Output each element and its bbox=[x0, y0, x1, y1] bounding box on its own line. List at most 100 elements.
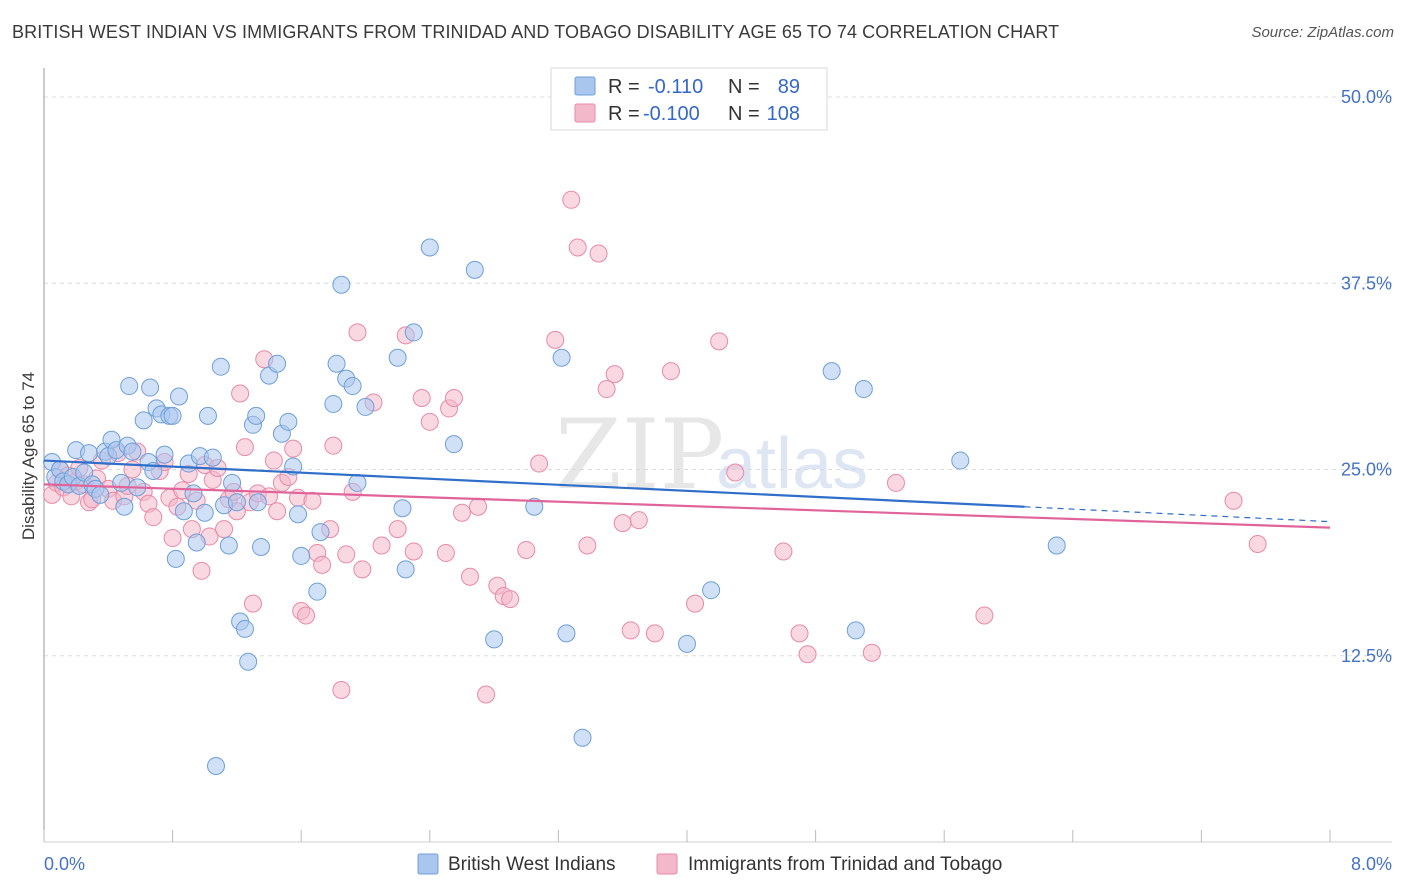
pink-point-94 bbox=[629, 511, 648, 530]
y-tick-label-1: 25.0% bbox=[1341, 460, 1392, 480]
pink-point-58 bbox=[313, 555, 332, 574]
blue-point-68 bbox=[343, 377, 362, 396]
blue-point-52 bbox=[247, 406, 266, 425]
blue-point-31 bbox=[163, 406, 182, 425]
watermark-atlas: atlas bbox=[716, 424, 868, 504]
pink-point-68 bbox=[388, 520, 407, 539]
blue-point-75 bbox=[420, 238, 439, 257]
pink-point-107 bbox=[1248, 535, 1267, 553]
blue-point-25 bbox=[141, 378, 160, 397]
pink-point-92 bbox=[613, 514, 632, 533]
pink-point-42 bbox=[235, 438, 254, 457]
pink-point-71 bbox=[412, 388, 431, 407]
blue-point-9 bbox=[80, 444, 99, 463]
blue-point-61 bbox=[292, 546, 311, 565]
blue-point-89 bbox=[1047, 536, 1066, 555]
pink-point-26 bbox=[163, 529, 182, 548]
legend-blue-swatch bbox=[574, 76, 596, 96]
blue-point-32 bbox=[166, 549, 185, 568]
blue-point-62 bbox=[308, 582, 327, 601]
blue-point-70 bbox=[356, 397, 375, 416]
bottom-legend-blue-label: British West Indians bbox=[448, 854, 616, 875]
y-tick-labels: 12.5% 25.0% 37.5% 50.0% bbox=[1341, 87, 1392, 666]
blue-point-36 bbox=[184, 484, 203, 503]
legend-pink-r-label: R = bbox=[608, 103, 640, 125]
legend-blue-r-label: R = bbox=[608, 76, 640, 98]
blue-point-18 bbox=[115, 497, 134, 516]
pink-point-96 bbox=[661, 362, 680, 381]
blue-point-60 bbox=[288, 505, 307, 524]
pink-point-104 bbox=[886, 473, 905, 492]
correlation-legend: R = -0.110 N = 89 R = -0.100 N = 108 bbox=[550, 67, 828, 131]
pink-point-84 bbox=[530, 454, 549, 473]
blue-point-76 bbox=[444, 435, 463, 454]
y-tick-label-2: 37.5% bbox=[1341, 273, 1392, 293]
pink-point-41 bbox=[231, 384, 250, 403]
pink-point-72 bbox=[420, 412, 439, 431]
pink-point-22 bbox=[144, 508, 163, 527]
watermark-zip: ZIP bbox=[555, 399, 724, 511]
pink-point-32 bbox=[192, 561, 211, 580]
blue-point-29 bbox=[155, 445, 174, 464]
blue-point-40 bbox=[198, 406, 217, 425]
pink-point-106 bbox=[1224, 491, 1243, 510]
blue-point-66 bbox=[332, 275, 351, 294]
blue-point-46 bbox=[223, 473, 242, 492]
blue-point-72 bbox=[393, 499, 412, 518]
pink-point-95 bbox=[645, 624, 664, 643]
pink-point-86 bbox=[562, 190, 581, 209]
blue-point-49 bbox=[235, 619, 254, 638]
pink-point-100 bbox=[774, 542, 793, 561]
blue-point-42 bbox=[207, 757, 226, 776]
blue-point-69 bbox=[348, 473, 367, 492]
legend-pink-r-value: -0.100 bbox=[643, 103, 700, 125]
blue-point-86 bbox=[846, 621, 865, 640]
bottom-legend-pink-swatch bbox=[656, 853, 678, 875]
pink-point-93 bbox=[621, 621, 640, 640]
blue-point-78 bbox=[485, 630, 504, 649]
blue-point-59 bbox=[284, 457, 303, 476]
pink-point-65 bbox=[353, 560, 372, 579]
axes bbox=[43, 68, 1392, 843]
blue-point-39 bbox=[195, 503, 214, 522]
pink-point-87 bbox=[568, 238, 587, 257]
pink-point-44 bbox=[243, 594, 262, 613]
x-tick-min: 0.0% bbox=[44, 854, 85, 874]
blue-point-53 bbox=[248, 493, 267, 512]
pink-point-78 bbox=[469, 497, 488, 516]
blue-point-17 bbox=[112, 473, 131, 492]
blue-point-80 bbox=[552, 348, 571, 367]
blue-point-65 bbox=[327, 354, 346, 373]
pink-point-85 bbox=[546, 330, 565, 349]
blue-point-87 bbox=[854, 380, 873, 399]
blue-point-84 bbox=[702, 581, 721, 600]
pink-point-64 bbox=[348, 323, 367, 342]
blue-point-81 bbox=[557, 624, 576, 643]
pink-trend-line bbox=[43, 483, 1331, 529]
blue-point-58 bbox=[279, 412, 298, 431]
pink-point-52 bbox=[284, 439, 303, 458]
blue-point-34 bbox=[174, 502, 193, 521]
legend-pink-n-label: N = bbox=[728, 103, 760, 125]
pink-point-49 bbox=[268, 502, 287, 521]
blue-point-71 bbox=[388, 348, 407, 367]
pink-point-89 bbox=[589, 244, 608, 263]
pink-point-97 bbox=[686, 594, 705, 613]
blue-point-82 bbox=[573, 728, 592, 747]
blue-point-23 bbox=[134, 411, 153, 430]
pink-point-99 bbox=[726, 463, 745, 482]
blue-point-79 bbox=[525, 497, 544, 516]
legend-pink-swatch bbox=[574, 103, 596, 123]
pink-point-83 bbox=[517, 540, 536, 559]
legend-blue-n-value: 89 bbox=[778, 76, 800, 98]
x-tick-labels: 0.0% 8.0% bbox=[44, 854, 1392, 874]
blue-point-45 bbox=[219, 536, 238, 555]
pink-point-61 bbox=[332, 681, 351, 700]
pink-point-76 bbox=[452, 503, 471, 522]
x-tick-max: 8.0% bbox=[1351, 854, 1392, 874]
y-tick-label-0: 12.5% bbox=[1341, 646, 1392, 666]
blue-point-77 bbox=[465, 260, 484, 279]
blue-trend-extension bbox=[1024, 506, 1331, 523]
series-legend: British West Indians Immigrants from Tri… bbox=[417, 853, 1002, 875]
y-tick-label-3: 50.0% bbox=[1341, 87, 1392, 107]
